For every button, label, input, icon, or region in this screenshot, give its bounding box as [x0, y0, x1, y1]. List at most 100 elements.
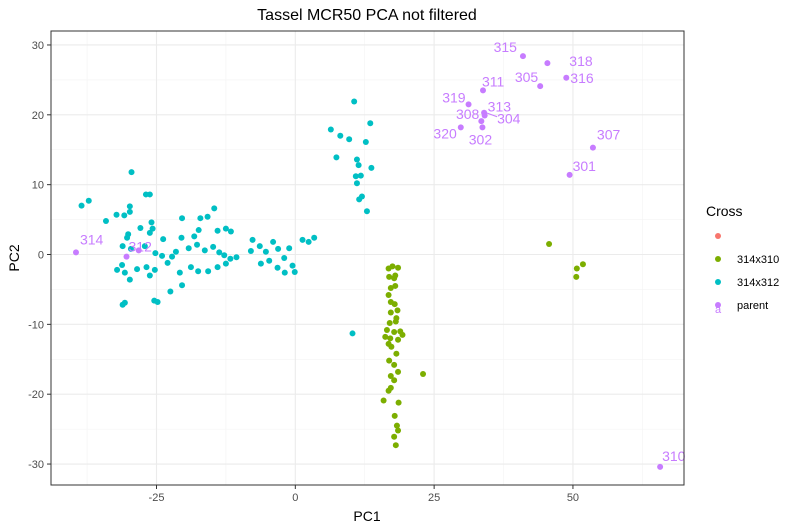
data-point [201, 247, 208, 254]
minor-gridlines [51, 31, 684, 485]
data-point [351, 98, 358, 105]
data-point [164, 259, 171, 266]
data-point [256, 243, 263, 250]
data-point [385, 387, 392, 394]
data-point [270, 238, 277, 245]
data-point [537, 83, 544, 90]
data-point [395, 264, 402, 271]
data-point [352, 173, 359, 180]
data-point [478, 118, 485, 125]
point-label-312: 312 [129, 239, 153, 255]
data-point [291, 268, 298, 275]
data-point [114, 266, 121, 273]
data-point [148, 219, 155, 226]
point-label-314: 314 [80, 231, 104, 247]
x-axis-title: PC1 [353, 508, 380, 524]
data-point [176, 269, 183, 276]
data-point [146, 272, 153, 279]
data-point [349, 330, 356, 337]
data-point [392, 272, 399, 279]
data-point [210, 243, 217, 250]
point-label-310: 310 [662, 448, 686, 464]
data-point [481, 109, 488, 116]
major-gridlines [51, 31, 684, 485]
data-point [185, 245, 192, 252]
data-point [204, 213, 211, 220]
data-point [179, 282, 186, 289]
legend: Cross 314x310 314x312 a parent [706, 203, 779, 316]
data-point [78, 202, 85, 209]
legend-entries: 314x310 314x312 a parent [715, 233, 779, 316]
data-point [289, 262, 296, 269]
data-point [388, 343, 395, 350]
data-point [159, 252, 166, 259]
data-point [167, 288, 174, 295]
data-point [563, 74, 570, 81]
data-point [227, 255, 234, 262]
plot-panel-border [50, 30, 685, 486]
data-point [573, 273, 580, 280]
data-point [216, 249, 223, 256]
data-point [353, 180, 360, 187]
y-tick-label: -20 [28, 389, 44, 401]
data-point [214, 264, 221, 271]
data-point [393, 422, 400, 429]
legend-label-parent: parent [737, 300, 768, 312]
data-point [391, 329, 398, 336]
data-point [233, 254, 240, 261]
data-point [391, 412, 398, 419]
data-point [479, 124, 486, 131]
y-axis-ticks: -30 -20 -10 0 10 20 30 [28, 40, 51, 471]
data-point [299, 236, 306, 243]
data-point [262, 248, 269, 255]
data-point [123, 253, 130, 260]
data-point [395, 368, 402, 375]
legend-key-blank [715, 233, 721, 239]
data-point [391, 301, 398, 308]
x-tick-label: 50 [567, 492, 579, 504]
data-point [395, 336, 402, 343]
data-point [281, 255, 288, 261]
data-point [346, 136, 353, 143]
data-point [247, 248, 254, 255]
data-point [391, 433, 398, 440]
data-point [305, 238, 312, 245]
data-point [333, 154, 340, 161]
chart-title: Tassel MCR50 PCA not filtered [257, 7, 477, 24]
data-point [169, 253, 176, 260]
data-point [356, 196, 363, 203]
data-point [227, 228, 234, 235]
data-point [546, 241, 553, 248]
data-point [191, 233, 198, 240]
data-point [573, 265, 580, 272]
data-point [221, 252, 228, 259]
y-tick-label: 10 [32, 180, 44, 192]
point-label-308: 308 [456, 106, 480, 122]
x-tick-label: 25 [428, 492, 440, 504]
data-point [143, 264, 150, 271]
data-point [119, 243, 126, 250]
legend-label-314x312: 314x312 [737, 277, 779, 289]
legend-key-glyph: a [715, 304, 722, 316]
data-point [589, 144, 596, 151]
data-point [113, 211, 120, 218]
data-point [386, 319, 393, 326]
y-tick-label: -30 [28, 459, 44, 471]
data-point [151, 266, 158, 273]
y-tick-label: 20 [32, 110, 44, 122]
point-label-304: 304 [497, 111, 521, 127]
data-point [465, 101, 472, 108]
data-point [579, 261, 586, 268]
data-point [214, 227, 221, 234]
point-label-305: 305 [515, 69, 539, 85]
point-label-319: 319 [442, 89, 466, 105]
legend-label-314x310: 314x310 [737, 254, 779, 266]
data-point [392, 318, 399, 325]
data-point [391, 377, 398, 384]
data-point [392, 282, 399, 289]
data-point [121, 299, 128, 306]
point-label-315: 315 [494, 39, 518, 55]
data-point [127, 245, 134, 252]
data-point [544, 60, 551, 67]
data-point [383, 326, 390, 333]
